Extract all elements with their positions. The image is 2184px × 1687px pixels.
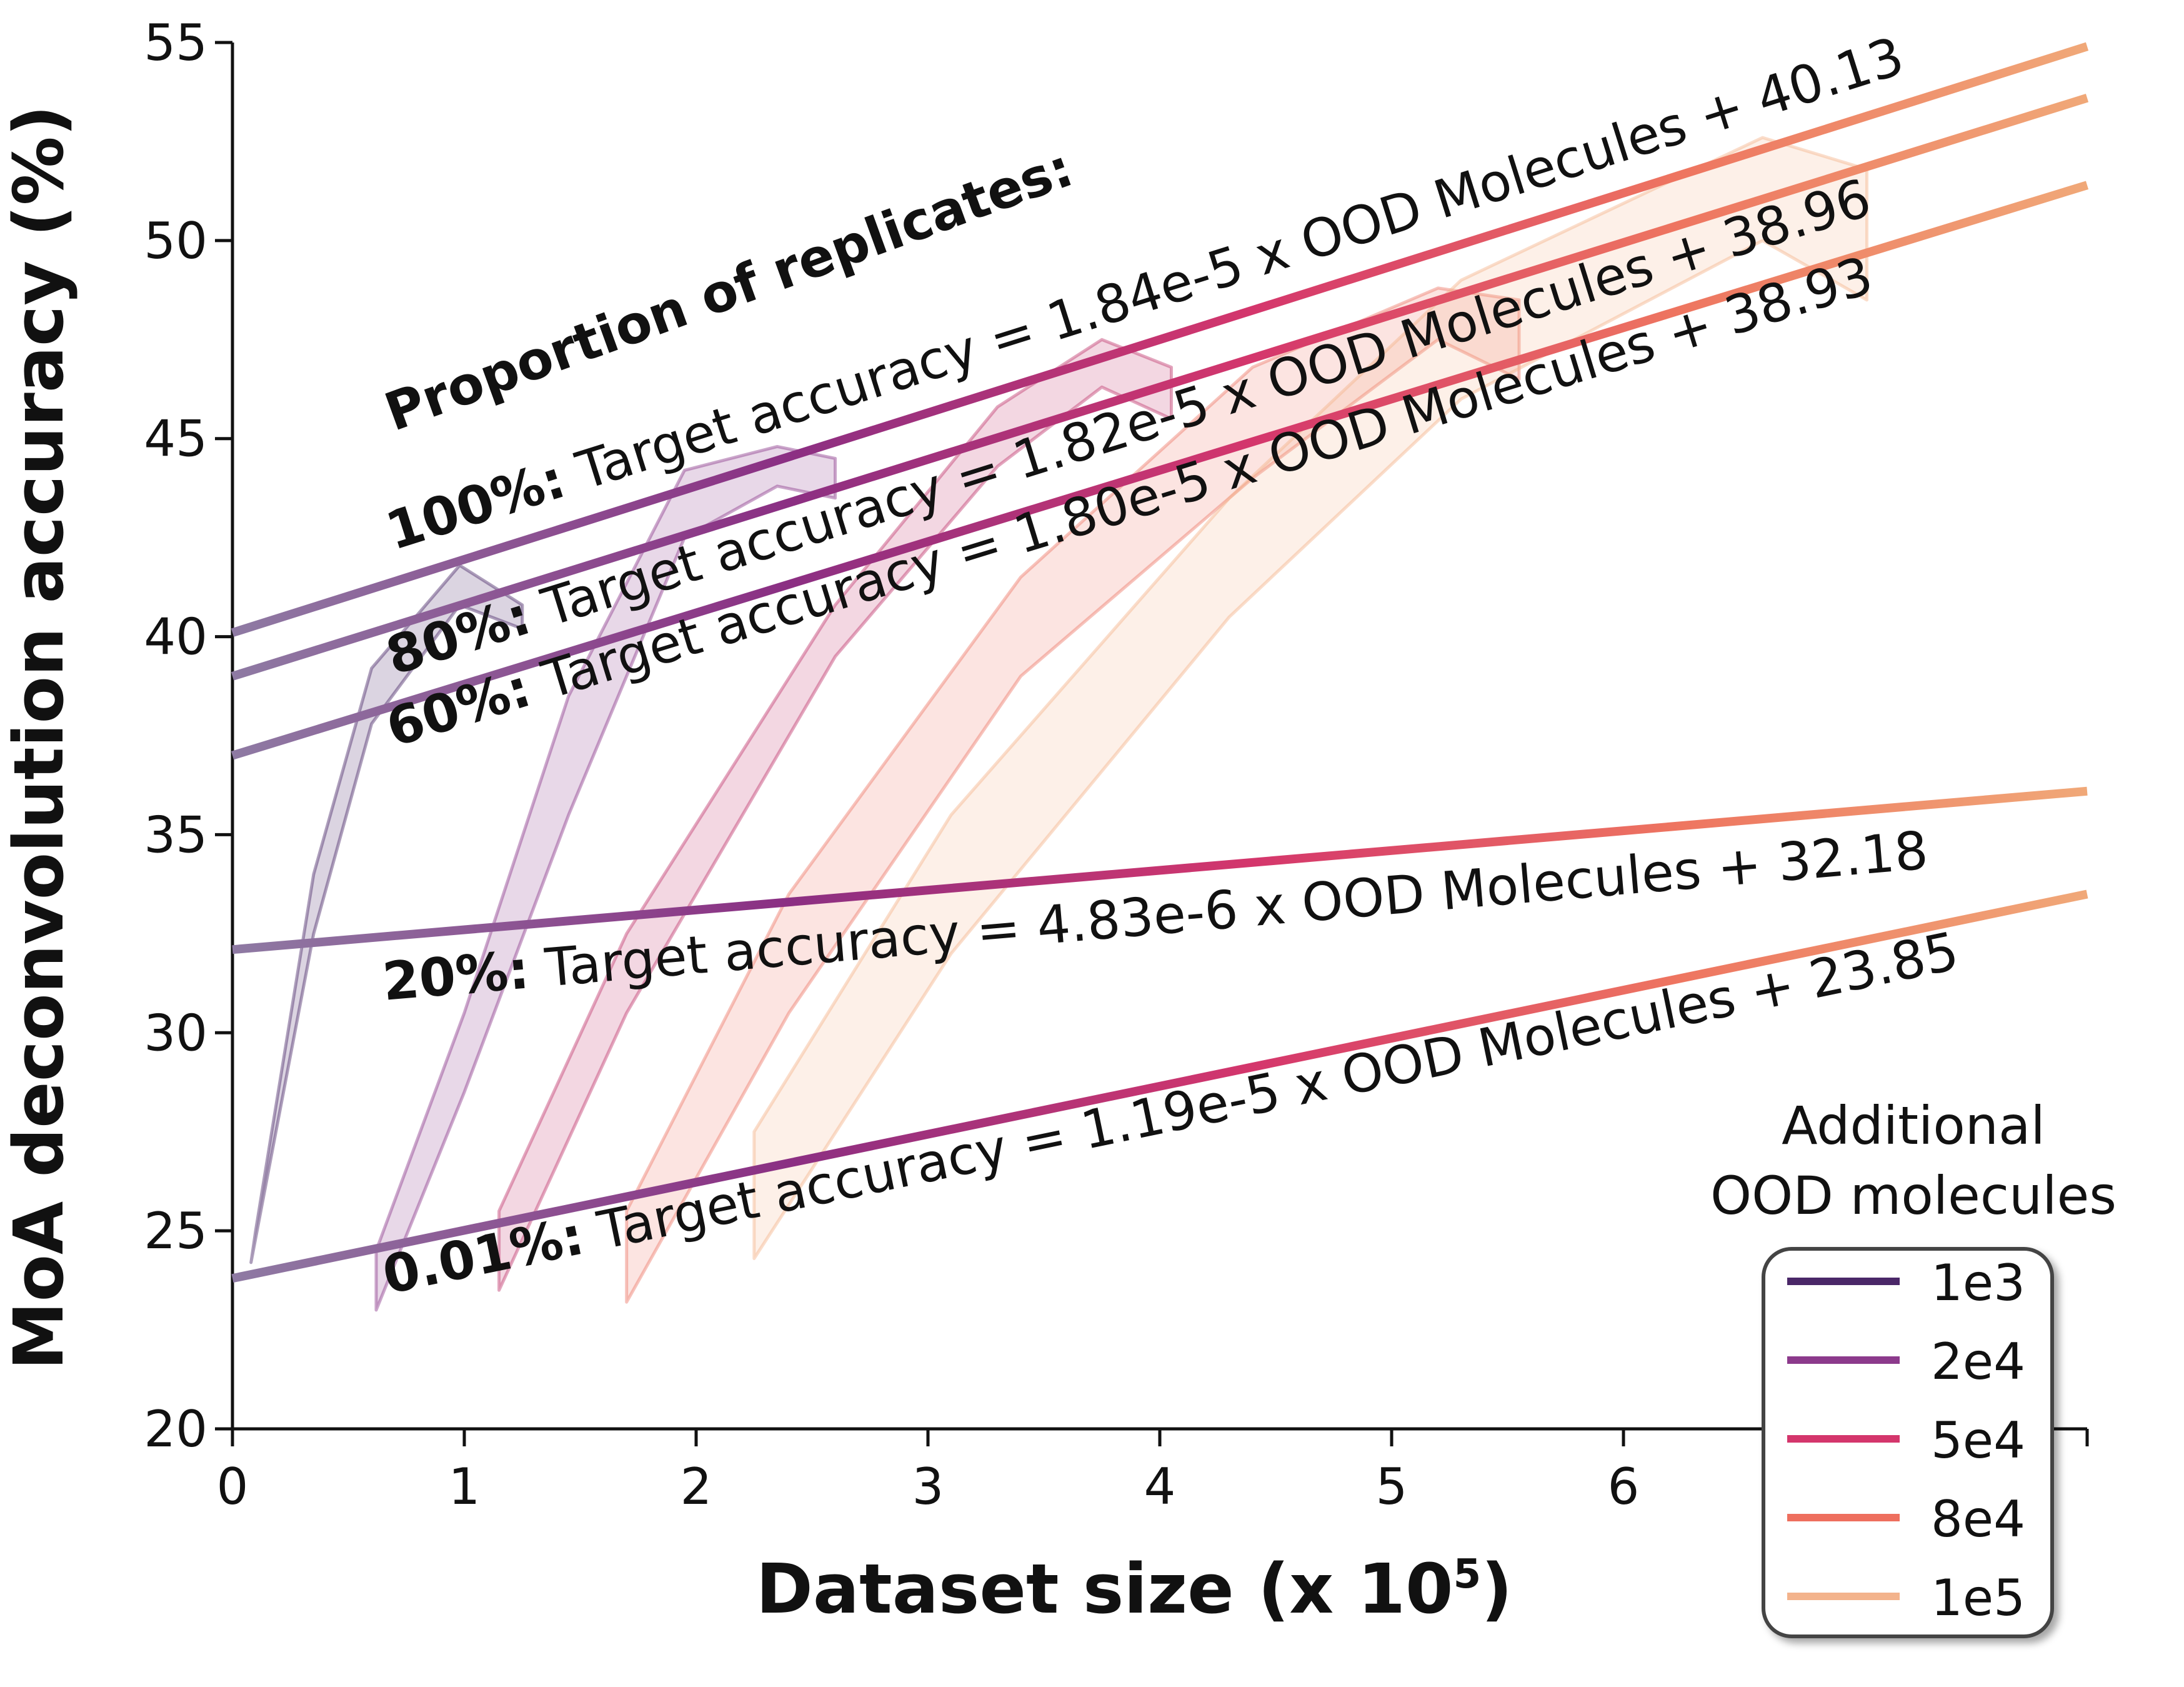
x-tick-label: 5: [1376, 1458, 1408, 1516]
legend-title-line1: Additional: [1782, 1095, 2045, 1156]
x-tick-label: 2: [681, 1458, 712, 1516]
legend-entries: 1e3 2e4 5e4 8e4 1e5: [1787, 1254, 2025, 1627]
fit-pct: 100%:: [379, 448, 572, 562]
x-tick-label: 4: [1144, 1458, 1176, 1516]
legend: Additional OOD molecules 1e3 2e4 5e4 8e4 1e5: [1710, 1095, 2117, 1638]
confidence-bands: [249, 136, 1868, 1312]
y-tick-label: 50: [144, 212, 207, 270]
y-tick-label: 30: [144, 1004, 207, 1062]
x-tick-label: 1: [449, 1458, 481, 1516]
x-axis-title-close: ): [1481, 1549, 1512, 1629]
legend-label-2e4: 2e4: [1931, 1333, 2025, 1391]
fit-line-4: [231, 889, 2088, 1283]
x-tick-label: 3: [912, 1458, 944, 1516]
fit-line-1: [231, 94, 2089, 681]
y-tick-label: 40: [144, 608, 207, 666]
band-8e4: [625, 286, 1521, 1304]
x-axis-title: Dataset size (x 105): [756, 1549, 1513, 1629]
band-5e4: [497, 338, 1173, 1292]
x-tick-label: 0: [217, 1458, 249, 1516]
y-tick-label: 25: [144, 1202, 207, 1260]
y-ticks: 20 25 30 35 40 45 50 55: [144, 14, 232, 1458]
x-axis-title-superscript: 5: [1454, 1551, 1482, 1598]
band-1e5: [752, 136, 1868, 1260]
legend-label-8e4: 8e4: [1931, 1490, 2025, 1548]
fit-lines: [231, 42, 2089, 1283]
legend-label-1e3: 1e3: [1931, 1254, 2025, 1312]
legend-box: [1762, 1247, 2054, 1638]
legend-label-5e4: 5e4: [1931, 1411, 2025, 1469]
legend-title-line2: OOD molecules: [1710, 1165, 2117, 1226]
y-tick-label: 45: [144, 410, 207, 468]
fit-line-0: [231, 42, 2089, 637]
y-tick-label: 35: [144, 806, 207, 864]
x-tick-label: 6: [1608, 1458, 1640, 1516]
y-tick-label: 20: [144, 1400, 207, 1458]
fit-equation-1: 80%: Target accuracy = 1.82e-5 x OOD Mol…: [379, 167, 1878, 687]
fit-line-2: [231, 181, 2089, 760]
fit-pct: 20%:: [380, 939, 531, 1013]
y-axis-title: MoA deconvolution accuracy (%): [0, 105, 79, 1370]
band-2e4: [374, 444, 837, 1312]
fit-line-3: [232, 786, 2088, 954]
legend-label-1e5: 1e5: [1931, 1569, 2025, 1627]
x-ticks: 0 1 2 3 4 5 6: [217, 1429, 2089, 1516]
band-1e3: [249, 564, 524, 1264]
y-tick-label: 55: [144, 14, 207, 72]
